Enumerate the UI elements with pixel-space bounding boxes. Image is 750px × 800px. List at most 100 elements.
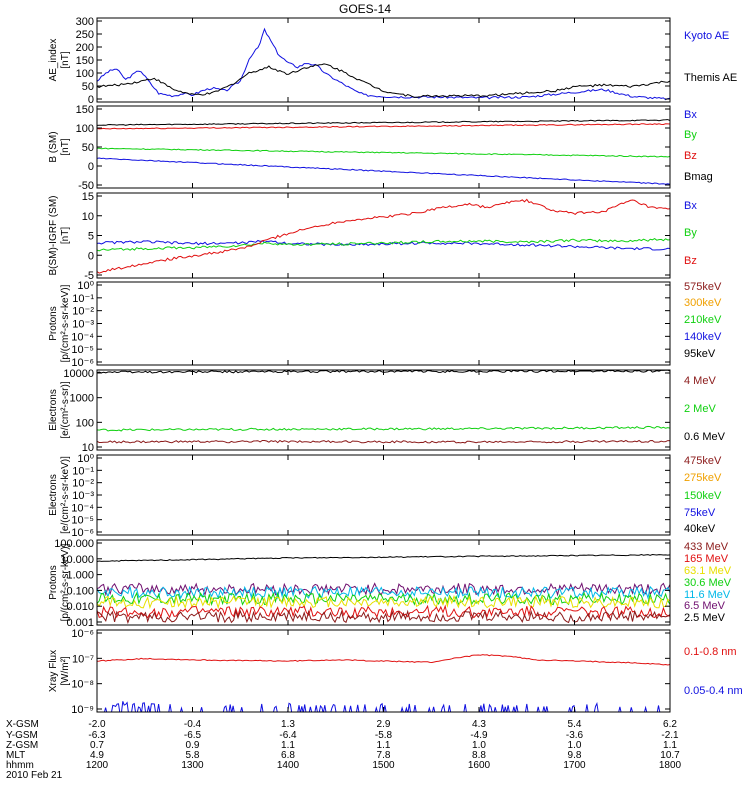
x-tick-label: 10.7 — [660, 750, 680, 761]
panel-frame — [96, 539, 671, 626]
x-tick-label: -2.0 — [88, 719, 106, 730]
series-kyoto-ae — [97, 27, 670, 101]
x-tick-label: 1400 — [277, 760, 300, 771]
series-bz — [97, 123, 670, 130]
y-tick-label: 0 — [88, 94, 94, 106]
y-tick-label: 250 — [76, 29, 94, 41]
y-tick-label: 150 — [76, 55, 94, 67]
y-axis-label: [nT] — [60, 138, 71, 155]
y-tick-label: 10⁻³ — [72, 490, 94, 502]
legend-entry: 150keV — [684, 490, 722, 502]
x-tick-label: -6.4 — [279, 730, 297, 741]
panel-frame — [96, 629, 671, 713]
legend-entry: Themis AE — [684, 72, 737, 84]
panel-frame — [96, 192, 671, 279]
series-6-5-mev — [97, 582, 670, 597]
x-tick-label: 4.3 — [472, 719, 486, 730]
y-tick-label: 10⁰ — [77, 280, 94, 292]
series-by — [97, 147, 670, 158]
y-tick-label: 0 — [88, 250, 94, 262]
y-tick-label: 0.100 — [66, 585, 94, 597]
y-tick-label: 10⁻² — [72, 306, 94, 318]
x-row-label: Z-GSM — [6, 740, 38, 751]
panel-frame — [96, 17, 671, 103]
x-tick-label: 1500 — [372, 760, 395, 771]
legend-entry: By — [684, 227, 697, 239]
x-tick-label: 9.8 — [568, 750, 582, 761]
series-themis-ae — [97, 63, 670, 98]
x-tick-label: 1.3 — [281, 719, 295, 730]
y-tick-label: 100 — [76, 417, 94, 429]
y-tick-label: 10⁰ — [77, 453, 94, 465]
series-30-6-mev — [97, 591, 670, 607]
x-tick-label: 1.1 — [281, 740, 295, 751]
y-tick-label: 10⁻⁶ — [71, 628, 94, 640]
x-tick-label: 4.9 — [90, 750, 104, 761]
panel-frame — [96, 369, 671, 451]
legend-entry: 140keV — [684, 331, 722, 343]
x-tick-label: -6.5 — [184, 730, 202, 741]
y-axis-label: [e/(cm²-s-sr)] — [60, 381, 71, 438]
series-11-6-mev — [97, 585, 670, 600]
series-bx — [97, 157, 670, 185]
y-axis-label: [p/(cm²-s-sr-keV)] — [60, 284, 71, 362]
y-axis-label: [nT] — [60, 51, 71, 68]
y-tick-label: 10⁻⁷ — [72, 653, 94, 665]
legend-entry: 11.6 MeV — [684, 589, 731, 601]
y-tick-label: 10 — [82, 442, 94, 454]
series-63-1-mev — [97, 594, 670, 610]
panel-protons_mev: 100.000 10.000 1.000 0.100 0.010 0.001 Protons… — [48, 538, 732, 629]
legend-entry: Bx — [684, 200, 697, 212]
y-axis-label: B (SM) — [48, 131, 59, 162]
y-tick-label: 300 — [76, 16, 94, 28]
y-tick-label: -50 — [78, 180, 94, 192]
y-tick-label: 10⁻⁸ — [71, 679, 94, 691]
y-tick-label: 10000 — [63, 368, 94, 380]
y-tick-label: 10⁻⁶ — [71, 357, 94, 369]
legend-entry: Bz — [684, 255, 697, 267]
panel-electrons_mev: 10000 1000 100 10 Electrons [e/(cm²-s-sr)] 4 M… — [48, 368, 726, 454]
y-tick-label: 10⁻⁵ — [71, 515, 94, 527]
y-tick-label: 100 — [76, 68, 94, 80]
x-tick-label: 1800 — [659, 760, 682, 771]
legend-entry: Kyoto AE — [684, 30, 729, 42]
x-tick-label: 8.8 — [472, 750, 486, 761]
y-tick-label: 10⁻¹ — [72, 293, 94, 305]
y-tick-label: 10⁻¹ — [72, 465, 94, 477]
y-axis-label: B(SM)-IGRF (SM) — [48, 196, 59, 276]
y-axis-label: [nT] — [60, 227, 71, 244]
series-bx — [97, 239, 670, 251]
y-tick-label: 10⁻³ — [72, 319, 94, 331]
y-axis-label: Electrons — [48, 474, 59, 516]
legend-entry: 0.05-0.4 nm — [684, 685, 743, 697]
x-tick-label: 6.2 — [663, 719, 677, 730]
legend-entry: 165 MeV — [684, 553, 729, 565]
legend-entry: 575keV — [684, 281, 722, 293]
y-axis-label: Protons — [48, 565, 59, 599]
legend-entry: 433 MeV — [684, 541, 729, 553]
legend-entry: Bx — [684, 109, 697, 121]
legend-entry: 275keV — [684, 472, 722, 484]
panel-frame — [96, 281, 671, 366]
y-tick-label: 10⁻⁵ — [71, 344, 94, 356]
legend-entry: 0.6 MeV — [684, 431, 726, 443]
x-tick-label: 1.0 — [568, 740, 582, 751]
y-tick-label: 5 — [88, 231, 94, 243]
y-tick-label: 10.000 — [60, 554, 94, 566]
panel-xray: 10⁻⁶ 10⁻⁷ 10⁻⁸ 10⁻⁹ Xray Flux [W/m²] 0.1-0.8 n… — [48, 628, 743, 716]
legend-entry: 63.1 MeV — [684, 565, 732, 577]
series-2-mev — [97, 425, 670, 432]
x-tick-label: -6.3 — [88, 730, 106, 741]
x-tick-label: 7.8 — [377, 750, 391, 761]
y-axis-label: [e/(cm²-s-sr-keV)] — [60, 456, 71, 534]
x-tick-label: 1300 — [181, 760, 204, 771]
series-0-1-0-8-nm — [97, 654, 670, 666]
y-axis-label: Xray Flux — [48, 650, 59, 692]
legend-entry: 2 MeV — [684, 403, 716, 415]
legend-entry: 95keV — [684, 348, 716, 360]
series-bmag — [97, 119, 670, 126]
legend-entry: 4 MeV — [684, 375, 716, 387]
